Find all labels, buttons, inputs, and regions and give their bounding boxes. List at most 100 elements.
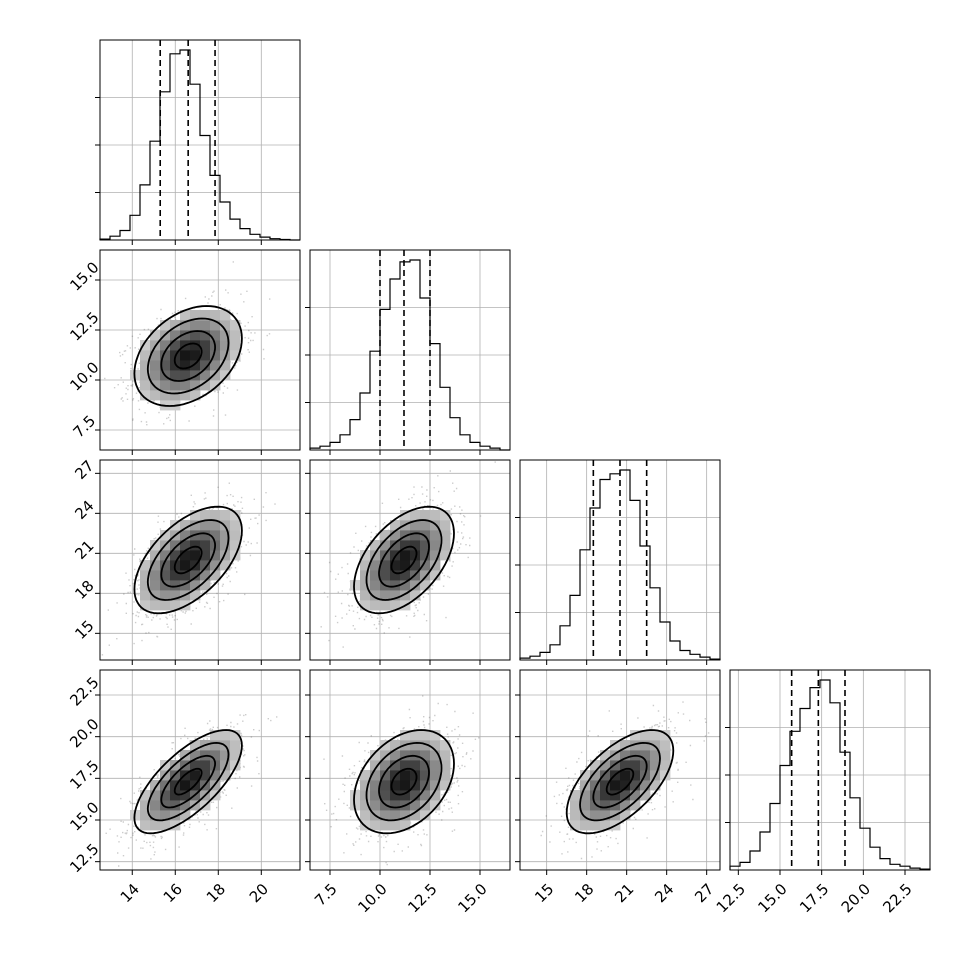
density-cell	[190, 320, 201, 331]
density-cell	[440, 780, 451, 791]
density-cell	[400, 510, 411, 521]
density-cell	[200, 560, 211, 571]
density-cell	[420, 560, 431, 571]
density-content	[520, 670, 720, 870]
contour-level-0	[173, 545, 203, 575]
density-cell	[390, 820, 401, 831]
density-cell	[620, 780, 631, 791]
density-cell	[380, 540, 391, 551]
density-cell	[380, 570, 391, 581]
density-cell	[150, 820, 161, 831]
density-cell	[380, 790, 391, 801]
density-cell	[360, 780, 371, 791]
contour-level-1	[378, 532, 430, 588]
density-cell	[640, 750, 651, 761]
density-cell	[180, 310, 191, 321]
density-cell	[410, 590, 421, 601]
density-cell	[590, 770, 601, 781]
density-cell	[180, 790, 191, 801]
density-cell	[640, 730, 651, 741]
density-cell	[220, 560, 231, 571]
density-cell	[200, 370, 211, 381]
hist-panel-1	[305, 249, 511, 455]
density-cell	[420, 760, 431, 771]
density-cell	[380, 770, 391, 781]
density-cell	[230, 530, 241, 541]
density-cell	[600, 760, 611, 771]
density-panel-0-3	[95, 669, 301, 875]
density-cell	[570, 810, 581, 821]
density-cell	[420, 740, 431, 751]
density-cell	[370, 540, 381, 551]
density-frame-1-2	[309, 459, 511, 661]
density-cell	[400, 560, 411, 571]
density-cell	[150, 350, 161, 361]
density-cell	[150, 390, 161, 401]
histogram-0	[99, 49, 300, 241]
contour-level-2	[579, 741, 661, 822]
density-cell	[390, 570, 401, 581]
density-cell	[400, 730, 411, 741]
contour-level-0	[390, 767, 418, 796]
density-cell	[180, 550, 191, 561]
density-cell	[400, 810, 411, 821]
density-cell	[630, 800, 641, 811]
contour-level-3	[133, 305, 243, 407]
density-cell	[390, 800, 401, 811]
density-cell	[400, 770, 411, 781]
density-cell	[190, 390, 201, 401]
density-cell	[190, 770, 201, 781]
density-cell	[650, 780, 661, 791]
density-cell	[370, 590, 381, 601]
density-cell	[400, 780, 411, 791]
density-cell	[200, 570, 211, 581]
density-cell	[360, 810, 371, 821]
density-cell	[200, 530, 211, 541]
density-cell	[430, 510, 441, 521]
contour-level-0	[605, 767, 635, 796]
density-cell	[380, 600, 391, 611]
density-cell	[590, 800, 601, 811]
density-cell	[580, 810, 591, 821]
density-cell	[210, 570, 221, 581]
density-cell	[590, 810, 601, 821]
density-cell	[200, 350, 211, 361]
density-cell	[150, 540, 161, 551]
density-cell	[370, 820, 381, 831]
density-cell	[440, 520, 451, 531]
density-cell	[580, 820, 591, 831]
contour-level-1	[160, 330, 217, 382]
density-cell	[600, 790, 611, 801]
density-cell	[610, 740, 621, 751]
density-panel-1-3	[305, 669, 511, 875]
density-cell	[650, 760, 661, 771]
density-cell	[150, 780, 161, 791]
density-cell	[160, 820, 171, 831]
density-cell	[410, 770, 421, 781]
density-cell	[220, 310, 231, 321]
density-cell	[390, 600, 401, 611]
density-cell	[170, 520, 181, 531]
density-cell	[180, 780, 191, 791]
density-cell	[400, 820, 411, 831]
density-cell	[210, 370, 221, 381]
density-cell	[440, 530, 451, 541]
contour-level-3	[565, 729, 675, 835]
density-cell	[150, 810, 161, 821]
density-cell	[150, 330, 161, 341]
density-cell	[360, 560, 371, 571]
density-cell	[570, 800, 581, 811]
density-cell	[220, 730, 231, 741]
density-cell	[150, 370, 161, 381]
density-cell	[150, 570, 161, 581]
density-cell	[430, 790, 441, 801]
density-cell	[360, 790, 371, 801]
density-cell	[140, 340, 151, 351]
density-cell	[160, 530, 171, 541]
density-cell	[400, 530, 411, 541]
density-cell	[620, 790, 631, 801]
density-cell	[380, 560, 391, 571]
density-cell	[190, 740, 201, 751]
density-cell	[180, 580, 191, 591]
